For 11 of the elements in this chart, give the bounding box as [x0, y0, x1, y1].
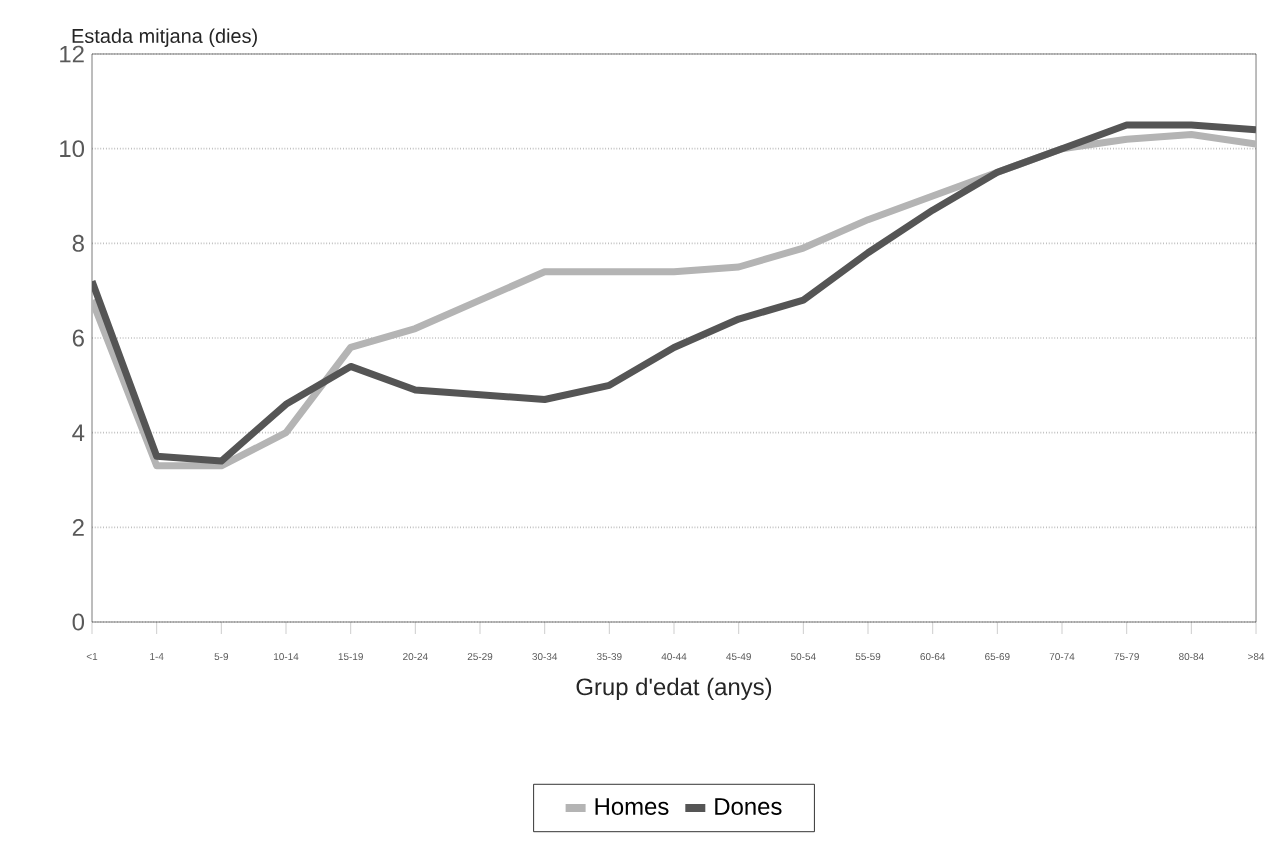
- y-tick-label: 2: [72, 518, 84, 536]
- y-tick-label: 4: [72, 424, 85, 441]
- legend-label: Dones: [715, 798, 782, 815]
- y-tick-label: 8: [72, 234, 84, 252]
- legend-label: Homes: [595, 798, 669, 815]
- y-tick-label: 12: [60, 45, 84, 63]
- y-tick-label: 6: [72, 329, 84, 347]
- x-axis-title: Grup d'edat (anys): [576, 677, 772, 701]
- y-axis-title: Estada mitjana (dies): [72, 28, 257, 47]
- y-tick-label: 10: [60, 140, 85, 158]
- y-tick-label: 0: [72, 613, 85, 631]
